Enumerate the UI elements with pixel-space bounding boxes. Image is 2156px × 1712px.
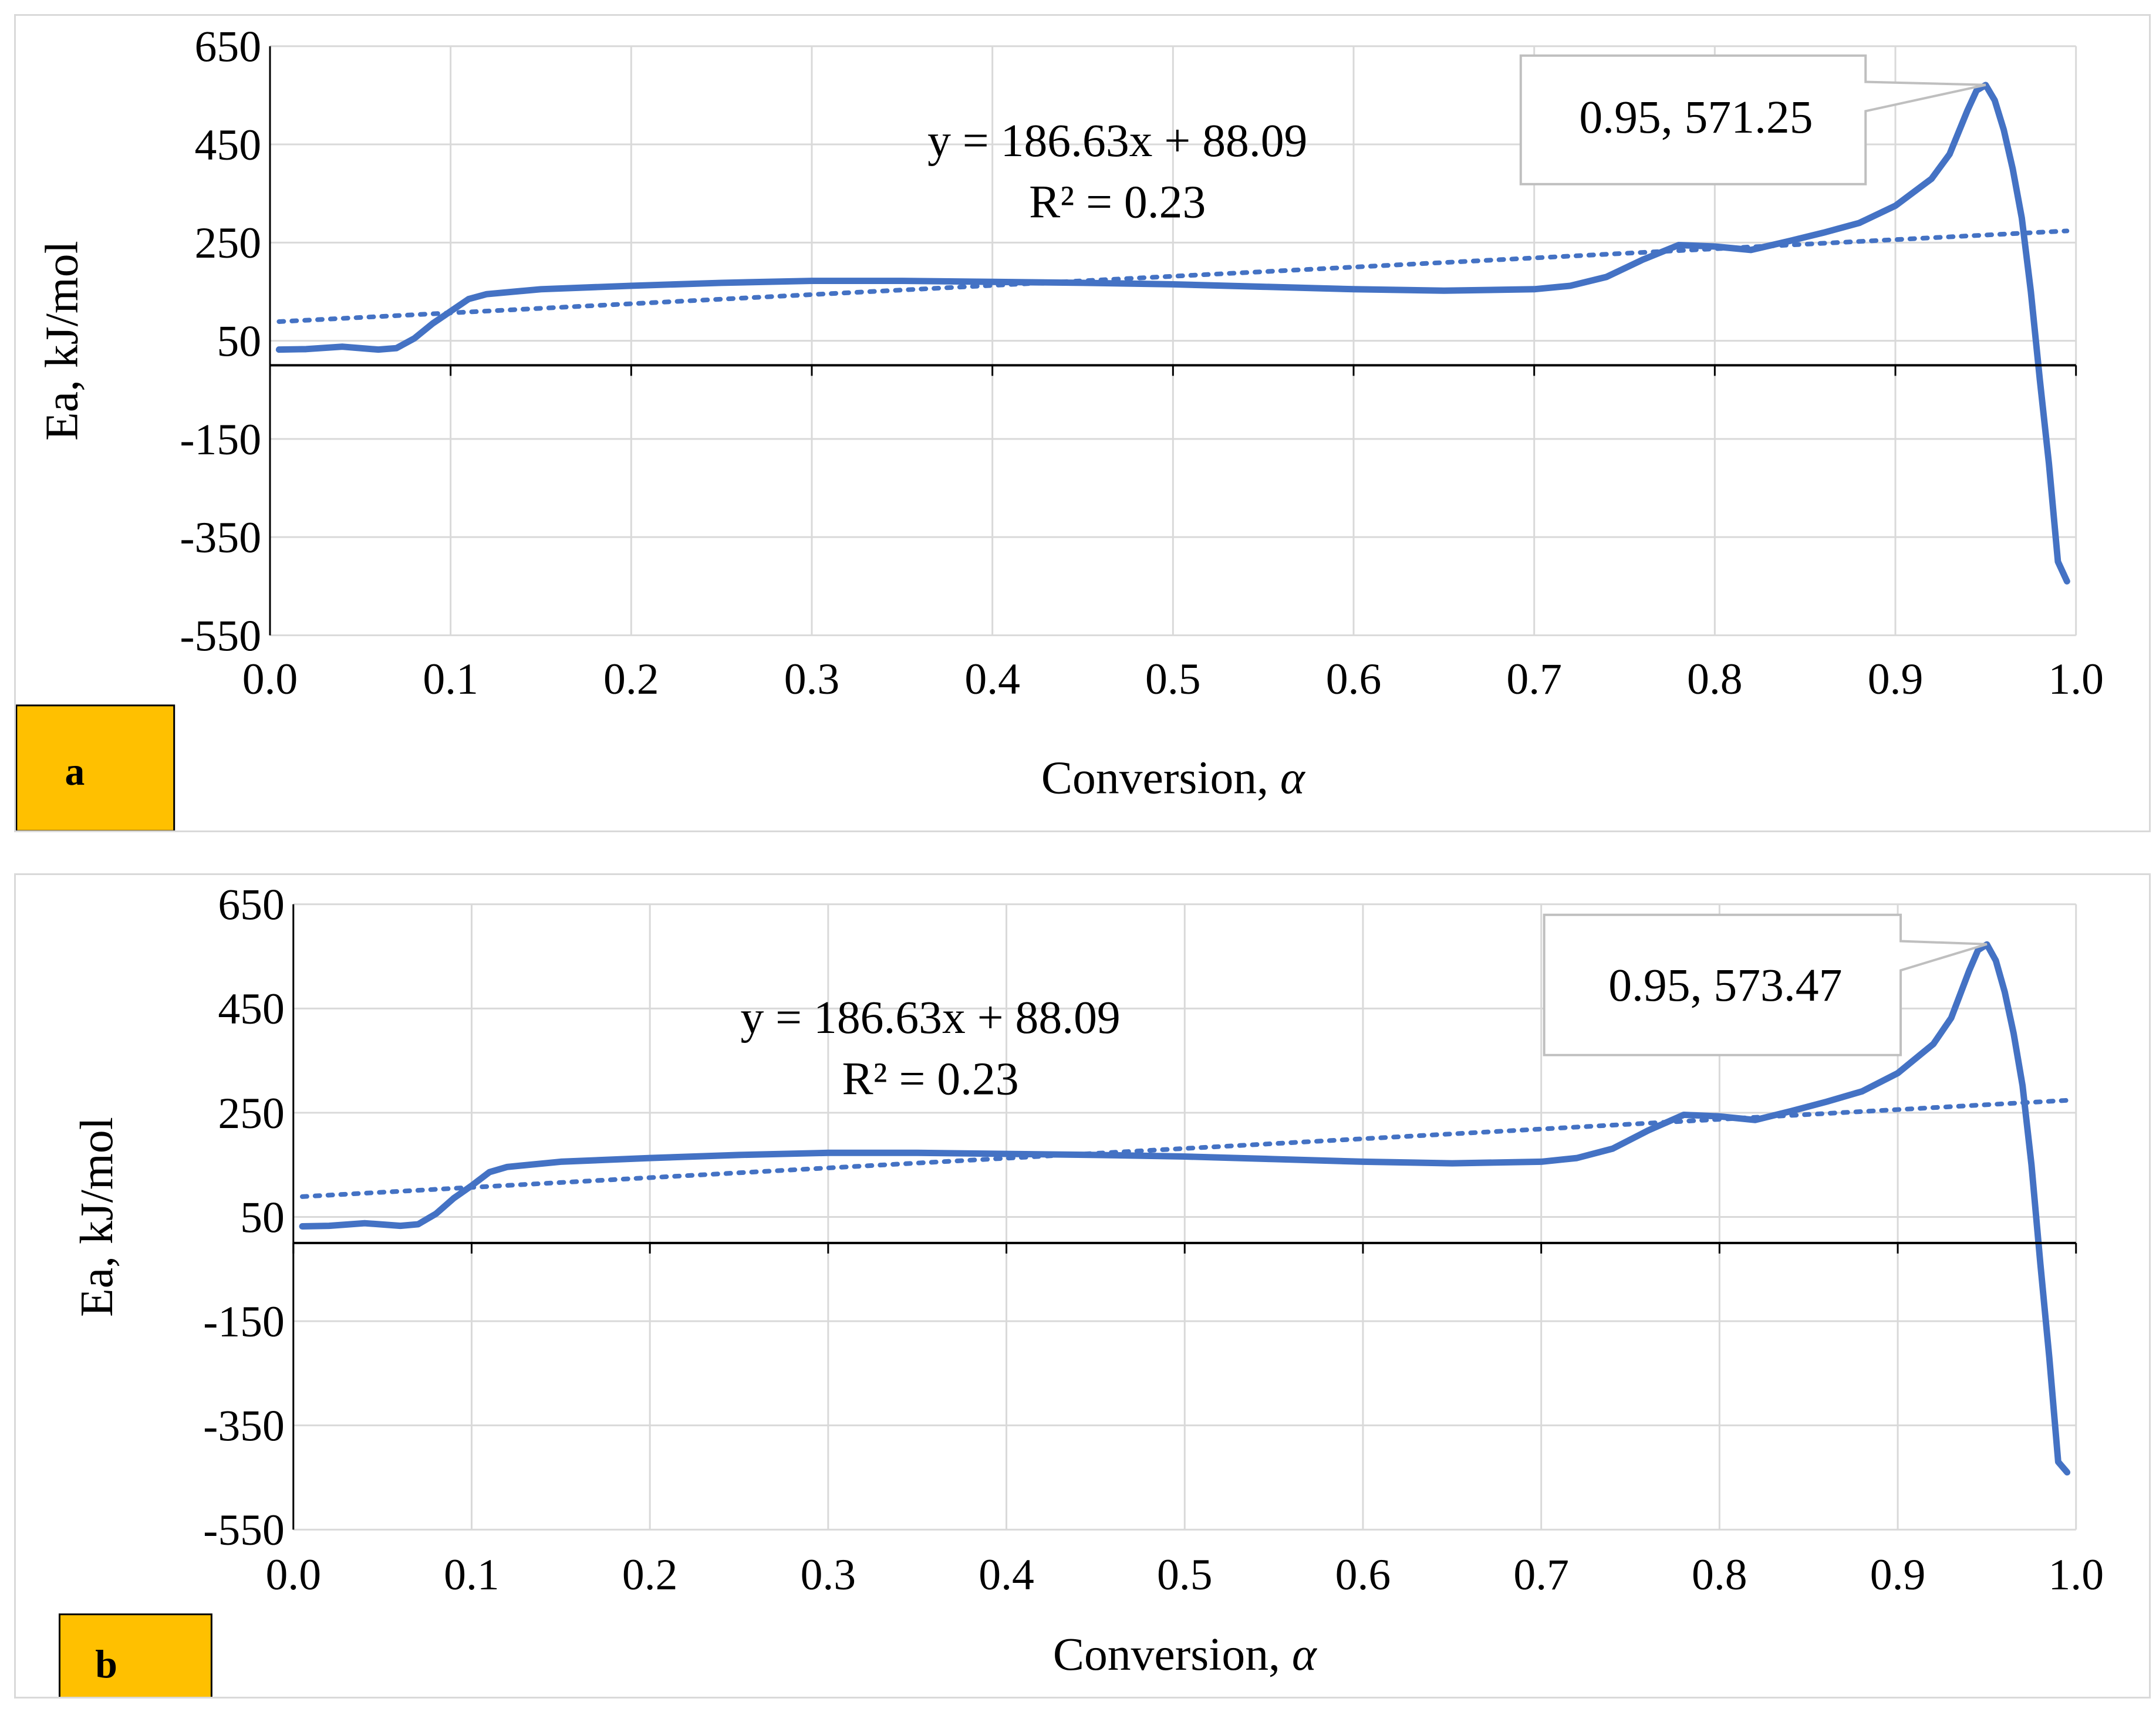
y-tick-label: 450 [195,121,261,170]
y-tick-label: -550 [180,612,261,660]
chart-svg-a: 650 450 250 50 -150 -350 -550 0.0 0.1 0.2 0.3 0.4 0… [16,23,2104,830]
x-axis-title-symbol: α [1292,1629,1318,1680]
x-tick-label: 0.2 [603,655,659,704]
y-tick-label: 450 [218,985,284,1034]
series-line-ea [299,941,2071,1476]
trendline-equation: y = 186.63x + 88.09 [927,115,1307,167]
y-tick-label: -350 [180,514,261,562]
x-axis-title-symbol: α [1280,752,1306,803]
x-tick-label: 0.7 [1506,655,1562,704]
panel-tag-b [58,1613,212,1697]
panel-tag-label-b: b [95,1642,117,1686]
y-tick-label: -150 [203,1298,285,1346]
series-line-ea [275,82,2070,585]
y-tick-label: -350 [203,1402,285,1451]
y-tick-label: 250 [195,219,261,268]
x-tick-label: 0.4 [964,655,1020,704]
x-tick-label: 0.9 [1870,1551,1926,1599]
x-tick-label: 0.6 [1326,655,1382,704]
trendline-r-squared: R² = 0.23 [842,1053,1019,1105]
trendline-equation: y = 186.63x + 88.09 [740,992,1120,1044]
trendline-r-squared: R² = 0.23 [1029,177,1206,228]
callout-box [1543,913,1988,1056]
y-tick-label: -150 [180,416,261,464]
y-axis-title: Ea, kJ/mol [36,241,87,441]
chart-panel-a: 650 450 250 50 -150 -350 -550 0.0 0.1 0.2 0.3 0.4 0… [14,14,2151,832]
x-tick-label: 0.8 [1692,1551,1747,1599]
y-tick-label: 50 [240,1193,285,1242]
y-tick-label: 650 [218,881,284,930]
y-tick-label: 250 [218,1089,284,1138]
x-tick-label: 0.7 [1513,1551,1569,1599]
y-axis-title: Ea, kJ/mol [71,1117,123,1317]
x-tick-label: 0.5 [1157,1551,1213,1599]
y-tick-label: -550 [203,1506,285,1555]
x-tick-label: 0.3 [784,655,840,704]
x-tick-label: 0.4 [979,1551,1034,1599]
callout-box [1519,54,1986,185]
x-tick-label: 0.0 [242,655,298,704]
x-tick-label: 0.1 [423,655,478,704]
panel-tag-a [16,704,176,830]
x-tick-label: 0.9 [1868,655,1924,704]
x-axis-title: Conversion, α [1053,1629,1318,1680]
x-tick-label: 0.3 [801,1551,856,1599]
x-tick-label: 0.2 [622,1551,678,1599]
x-tick-label: 0.8 [1687,655,1743,704]
x-tick-label: 0.5 [1145,655,1201,704]
callout-label: 0.95, 571.25 [1579,92,1813,143]
x-tick-label: 0.0 [265,1551,321,1599]
x-axis-title-text: Conversion, [1041,752,1280,803]
x-axis-title: Conversion, α [1041,752,1306,803]
x-tick-label: 1.0 [2048,1551,2104,1599]
chart-svg-b: 650 450 250 50 -150 -350 -550 0.0 0.1 0.2 0.3 0.4 0… [58,881,2104,1697]
x-tick-label: 0.1 [444,1551,500,1599]
y-tick-label: 50 [217,317,261,366]
panel-tag-label-a: a [65,749,85,793]
x-axis-title-text: Conversion, [1053,1629,1292,1680]
y-tick-label: 650 [195,23,261,72]
callout-label: 0.95, 573.47 [1608,960,1842,1011]
x-tick-label: 0.6 [1335,1551,1391,1599]
x-tick-label: 1.0 [2048,655,2104,704]
chart-panel-b: 650 450 250 50 -150 -350 -550 0.0 0.1 0.2 0.3 0.4 0… [14,873,2151,1699]
